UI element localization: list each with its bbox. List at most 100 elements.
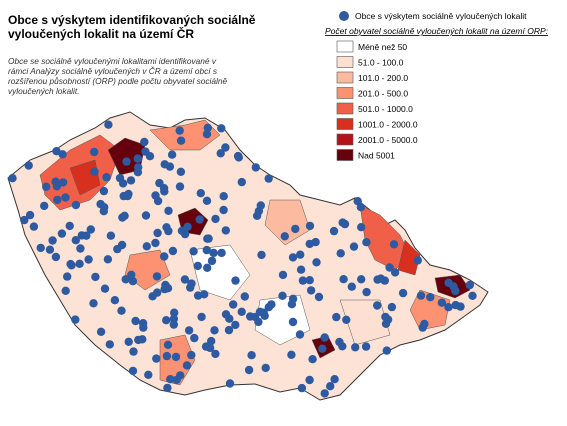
point xyxy=(25,210,35,220)
point xyxy=(351,343,360,352)
point xyxy=(48,236,57,245)
point xyxy=(119,191,128,201)
point xyxy=(42,182,51,191)
point xyxy=(57,229,67,238)
point xyxy=(207,256,217,266)
point xyxy=(295,330,305,339)
point xyxy=(90,167,99,176)
point xyxy=(305,221,315,231)
point xyxy=(71,236,81,245)
point xyxy=(40,201,49,211)
point xyxy=(24,161,33,170)
point xyxy=(138,335,147,344)
point xyxy=(175,126,184,135)
point xyxy=(169,314,179,323)
legend-label: 501.0 - 1000.0 xyxy=(358,104,413,114)
point xyxy=(247,351,256,360)
point xyxy=(144,370,153,379)
point xyxy=(329,226,339,236)
point xyxy=(100,284,110,293)
point xyxy=(221,226,230,235)
legend-swatch xyxy=(336,87,354,99)
point xyxy=(413,256,422,265)
point xyxy=(134,163,143,172)
legend-label: 201.0 - 500.0 xyxy=(358,89,408,99)
point xyxy=(103,255,113,264)
point xyxy=(288,294,298,303)
point xyxy=(356,203,366,212)
point xyxy=(113,244,122,254)
point xyxy=(186,283,195,292)
point xyxy=(126,176,136,185)
point xyxy=(380,276,389,285)
point xyxy=(261,363,270,373)
point xyxy=(314,292,324,302)
point xyxy=(159,184,169,193)
point xyxy=(437,298,447,307)
point xyxy=(451,286,460,296)
point xyxy=(338,342,347,351)
point xyxy=(320,333,329,342)
point xyxy=(193,261,202,271)
legend-point xyxy=(339,11,349,21)
point xyxy=(152,272,162,281)
point xyxy=(162,351,172,361)
legend-title: Počet obyvatel sociálně vyloučených loka… xyxy=(325,26,549,36)
point xyxy=(117,306,126,315)
point xyxy=(217,248,226,258)
point xyxy=(102,173,111,182)
point xyxy=(326,382,335,391)
point xyxy=(171,352,181,362)
region xyxy=(339,299,391,346)
point xyxy=(67,261,76,270)
point xyxy=(122,157,131,166)
point xyxy=(160,160,169,169)
description: vyloučených lokalit. xyxy=(8,86,79,96)
legend-label: 2001.0 - 5000.0 xyxy=(358,135,418,145)
legend-swatch xyxy=(336,102,354,115)
point xyxy=(288,253,298,262)
point xyxy=(65,221,74,231)
point xyxy=(140,137,149,147)
point xyxy=(99,186,109,196)
point xyxy=(349,242,359,251)
point xyxy=(151,238,160,248)
point xyxy=(312,258,321,267)
point xyxy=(183,222,192,231)
point xyxy=(195,215,204,224)
point xyxy=(20,215,29,225)
point xyxy=(205,343,215,353)
point xyxy=(209,248,218,258)
point xyxy=(190,333,199,343)
point xyxy=(357,223,366,232)
region xyxy=(264,199,311,246)
point xyxy=(84,255,93,264)
point xyxy=(465,280,474,290)
point xyxy=(311,237,320,247)
point xyxy=(202,129,212,139)
point xyxy=(121,275,130,284)
point xyxy=(170,308,179,317)
point xyxy=(361,342,371,351)
point xyxy=(148,292,157,301)
region xyxy=(189,244,251,301)
point xyxy=(456,302,465,311)
point xyxy=(217,124,226,133)
legend-swatch xyxy=(336,149,354,161)
point xyxy=(184,326,194,335)
point xyxy=(62,272,72,281)
point xyxy=(339,275,348,284)
point xyxy=(166,375,175,384)
legend-label: Obce s výskytem sociálně vyloučených lok… xyxy=(355,11,527,21)
point xyxy=(330,375,339,384)
region xyxy=(397,239,421,276)
point xyxy=(202,245,211,255)
point xyxy=(168,246,178,256)
point xyxy=(153,228,162,238)
description: rozšířenou působností (ORP) podle počtu … xyxy=(8,76,227,86)
point xyxy=(234,153,243,162)
point xyxy=(418,323,427,332)
point xyxy=(338,218,347,227)
point xyxy=(175,182,185,191)
